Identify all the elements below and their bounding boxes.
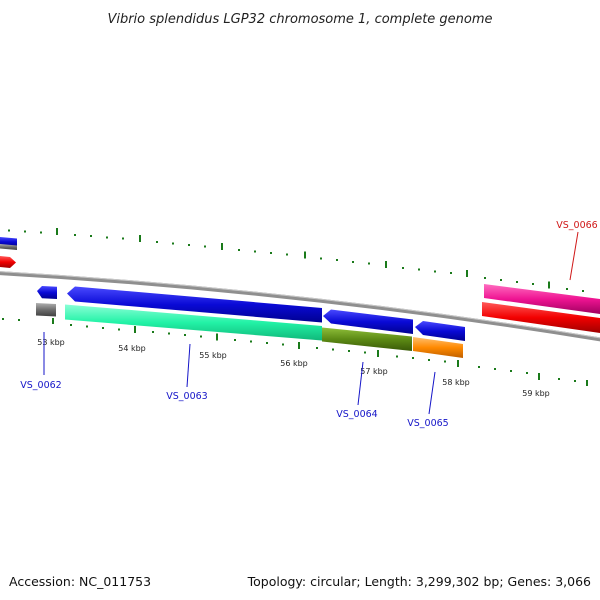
- gene-label-vs-0065[interactable]: VS_0065: [407, 418, 448, 429]
- gene-label-vs-0066[interactable]: VS_0066: [556, 220, 597, 231]
- gene-label-vs-0063[interactable]: VS_0063: [166, 391, 207, 402]
- cds-arrow-vs-0065[interactable]: [415, 321, 465, 341]
- gene-vs-0066[interactable]: [482, 284, 600, 333]
- lower-tick-track: [2, 318, 588, 386]
- cds-arrow-vs-0062[interactable]: [37, 286, 57, 299]
- map-title: Vibrio splendidus LGP32 chromosome 1, co…: [107, 12, 492, 27]
- cds-arrow-vs-0064[interactable]: [323, 309, 413, 335]
- orf-bar-vs-0064[interactable]: [322, 327, 412, 352]
- upper-tick-track: [8, 228, 584, 292]
- kbp-label-55: 55 kbp: [199, 351, 227, 360]
- genome-summary-text: Topology: circular; Length: 3,299,302 bp…: [247, 574, 591, 589]
- kbp-label-57: 57 kbp: [360, 367, 388, 376]
- leader-line-vs-0066: [569, 231, 579, 281]
- cds-bar-vs-0066[interactable]: [484, 284, 600, 314]
- gene-label-vs-0062[interactable]: VS_0062: [20, 380, 61, 391]
- gene-vs-0063[interactable]: [65, 286, 322, 341]
- kbp-label-53: 53 kbp: [37, 338, 65, 347]
- gene-vs-0064[interactable]: [322, 309, 413, 352]
- leader-line-vs-0065: [428, 371, 436, 415]
- accession-text: Accession: NC_011753: [9, 574, 151, 589]
- cds-feature-offscreen-red[interactable]: [0, 256, 16, 268]
- kbp-label-54: 54 kbp: [118, 344, 146, 353]
- orf-bar-vs-0062[interactable]: [36, 303, 56, 317]
- orf-bar-vs-0063[interactable]: [65, 304, 322, 341]
- orf-feature-offscreen-top[interactable]: [0, 244, 17, 250]
- gene-vs-0065[interactable]: [413, 321, 465, 358]
- cds-feature-offscreen-top[interactable]: [0, 237, 17, 247]
- genome-backbone-highlight: [0, 271, 600, 339]
- orf-bar-vs-0066[interactable]: [482, 302, 600, 333]
- leader-line-vs-0063: [186, 343, 191, 388]
- kbp-label-58: 58 kbp: [442, 378, 470, 387]
- gene-vs-0062[interactable]: [36, 286, 57, 317]
- genome-backbone: [0, 271, 600, 342]
- gene-label-vs-0064[interactable]: VS_0064: [336, 409, 377, 420]
- kbp-label-56: 56 kbp: [280, 359, 308, 368]
- leader-line-vs-0064: [357, 361, 364, 406]
- cds-arrow-vs-0063[interactable]: [67, 286, 322, 323]
- kbp-label-59: 59 kbp: [522, 389, 550, 398]
- orf-bar-vs-0065[interactable]: [413, 337, 463, 358]
